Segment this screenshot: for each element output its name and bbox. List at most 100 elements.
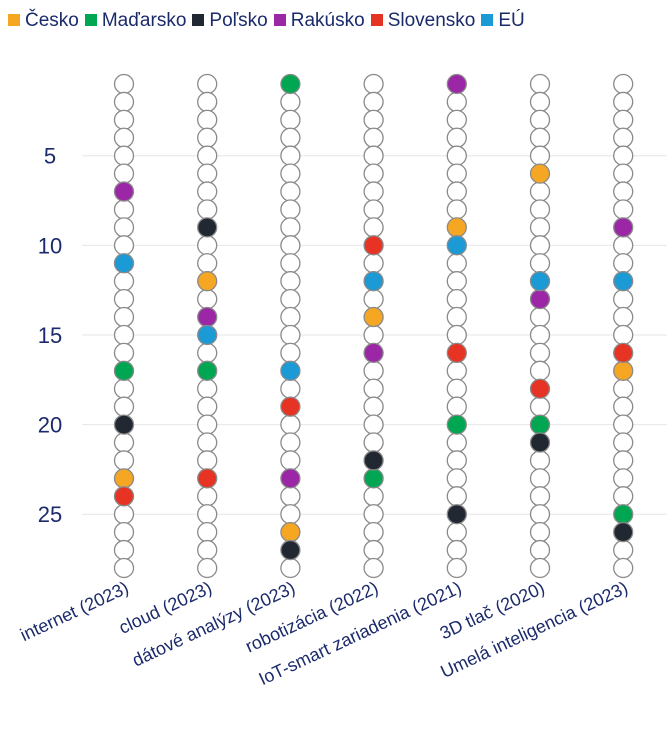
rank-slot [197,91,218,113]
legend-swatch [192,14,205,26]
data-point [529,432,551,453]
legend-label: Poľsko [209,10,268,31]
rank-slot [280,199,301,220]
data-point [446,235,467,256]
rank-slot [363,504,384,525]
rank-slot [113,432,135,453]
rank-slot [280,306,301,328]
rank-slot [113,539,135,561]
data-point [113,468,135,489]
rank-slot [529,181,551,202]
rank-slot [280,378,301,399]
rank-slot [529,145,551,166]
rank-slot [446,163,467,184]
rank-slot [446,271,467,292]
rank-slot [363,539,384,561]
rank-slot [613,378,634,399]
rank-slot [613,432,634,453]
rank-slot [613,235,634,256]
data-point [363,235,384,256]
data-point [363,468,384,489]
chart-legend: Česko Maďarsko Poľsko Rakúsko Slovensko EÚ [0,8,525,34]
rank-slot [363,288,384,310]
rank-slot [363,521,384,543]
rank-slot [363,73,384,95]
rank-slot [613,450,634,471]
rank-slot [529,521,551,543]
data-point [280,539,301,561]
rank-slot [113,109,135,131]
rank-slot [446,324,467,346]
rank-slot [446,253,467,274]
rank-slot [613,468,634,489]
legend-label: Maďarsko [101,10,187,31]
rank-slot [363,324,384,346]
y-tick-label: 10 [38,233,62,258]
rank-slot [446,539,467,561]
legend-item: Poľsko [192,8,268,34]
rank-slot [197,414,218,435]
rank-slot [197,342,218,364]
rank-slot [529,360,551,381]
rank-slot [197,235,218,256]
rank-slot [113,378,135,399]
rank-slot [113,271,135,292]
rank-slot [446,521,467,543]
rank-slot [280,450,301,471]
rank-slot [613,181,634,202]
legend-swatch [273,14,286,26]
legend-label: Slovensko [387,10,476,31]
rank-slot [613,145,634,166]
rank-slot [363,414,384,435]
rank-slot [446,378,467,399]
legend-item: Rakúsko [273,8,365,34]
rank-slot [280,271,301,292]
rank-slot [113,504,135,525]
data-point [197,271,218,292]
rank-slot [280,127,301,148]
data-point [613,521,634,543]
rank-slot [197,486,218,507]
rank-slot [363,163,384,184]
rank-slot [113,450,135,471]
legend-swatch [370,14,383,26]
rank-slot [613,127,634,148]
rank-slot [446,557,467,579]
data-point [446,504,467,525]
data-point [613,504,634,525]
rank-slot [446,109,467,131]
data-point [280,468,301,489]
rank-slot [197,181,218,202]
rank-slot [113,91,135,113]
rank-slot [529,73,551,95]
rank-slot [113,342,135,364]
rank-slot [363,378,384,399]
rank-slot [280,342,301,364]
data-point [197,468,218,489]
rank-slot [529,468,551,489]
data-point [613,217,634,238]
data-point [446,414,467,435]
rank-slot [613,163,634,184]
data-point [280,360,301,381]
rank-slot [197,288,218,310]
rank-slot [446,432,467,453]
rank-slot [363,486,384,507]
rank-slot [446,468,467,489]
data-point [113,253,135,274]
data-point [113,486,135,507]
rank-slot [446,91,467,113]
rank-slot [280,414,301,435]
rank-slot [280,432,301,453]
rank-slot [529,324,551,346]
data-point [280,521,301,543]
y-tick-label: 25 [38,502,62,527]
rank-slot [280,217,301,238]
data-point [197,360,218,381]
rank-slot [280,181,301,202]
x-tick-label: internet (2023) [17,577,132,645]
y-tick-label: 5 [44,144,56,169]
rank-slot [613,253,634,274]
rank-slot [280,163,301,184]
